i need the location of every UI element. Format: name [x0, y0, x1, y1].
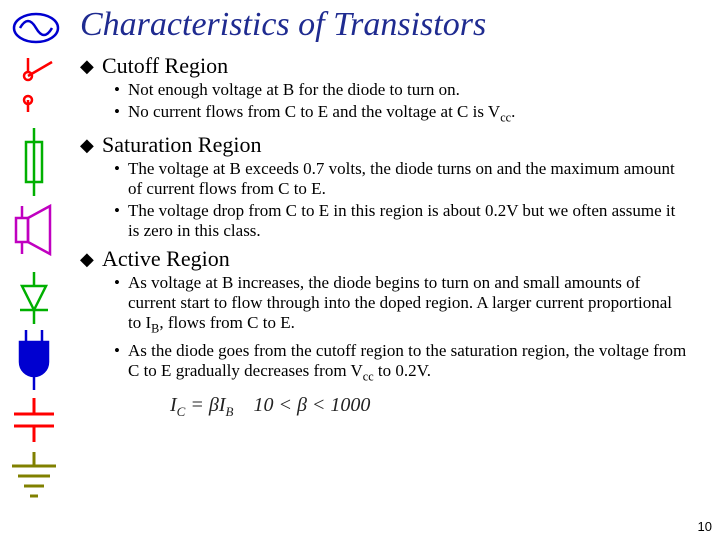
- dot-icon: •: [114, 341, 128, 361]
- list-item: • As the diode goes from the cutoff regi…: [114, 341, 710, 386]
- diode-icon: [20, 272, 48, 324]
- list-item: • As voltage at B increases, the diode b…: [114, 273, 710, 338]
- section-heading: Saturation Region: [102, 133, 261, 157]
- item-text: Not enough voltage at B for the diode to…: [128, 80, 460, 100]
- formula: IC = βIB 10 < β < 1000: [170, 394, 710, 420]
- dot-icon: •: [114, 273, 128, 293]
- switch-icon: [24, 58, 52, 112]
- item-text: No current flows from C to E and the vol…: [128, 102, 515, 127]
- capacitor-icon: [14, 398, 54, 442]
- list-item: • Not enough voltage at B for the diode …: [114, 80, 710, 100]
- item-text: The voltage at B exceeds 0.7 volts, the …: [128, 159, 688, 199]
- slide-content: Characteristics of Transistors ◆ Cutoff …: [80, 6, 710, 420]
- ground-icon: [12, 452, 56, 496]
- section-active: ◆ Active Region: [80, 247, 710, 271]
- dot-icon: •: [114, 201, 128, 221]
- bullet-icon: ◆: [80, 247, 102, 271]
- list-item: • No current flows from C to E and the v…: [114, 102, 710, 127]
- fuse-icon: [26, 128, 42, 196]
- item-text: As the diode goes from the cutoff region…: [128, 341, 688, 386]
- page-number: 10: [698, 519, 712, 534]
- bell-icon: [20, 330, 48, 390]
- dot-icon: •: [114, 102, 128, 122]
- icon-sidebar: [0, 0, 72, 540]
- section-cutoff: ◆ Cutoff Region: [80, 54, 710, 78]
- section-heading: Active Region: [102, 247, 230, 271]
- bullet-icon: ◆: [80, 133, 102, 157]
- section-heading: Cutoff Region: [102, 54, 228, 78]
- list-item: • The voltage drop from C to E in this r…: [114, 201, 710, 241]
- dot-icon: •: [114, 159, 128, 179]
- sine-source-icon: [14, 14, 58, 42]
- list-item: • The voltage at B exceeds 0.7 volts, th…: [114, 159, 710, 199]
- slide-title: Characteristics of Transistors: [80, 6, 710, 44]
- section-saturation: ◆ Saturation Region: [80, 133, 710, 157]
- item-text: The voltage drop from C to E in this reg…: [128, 201, 688, 241]
- dot-icon: •: [114, 80, 128, 100]
- item-text: As voltage at B increases, the diode beg…: [128, 273, 688, 338]
- speaker-icon: [16, 206, 50, 254]
- bullet-icon: ◆: [80, 54, 102, 78]
